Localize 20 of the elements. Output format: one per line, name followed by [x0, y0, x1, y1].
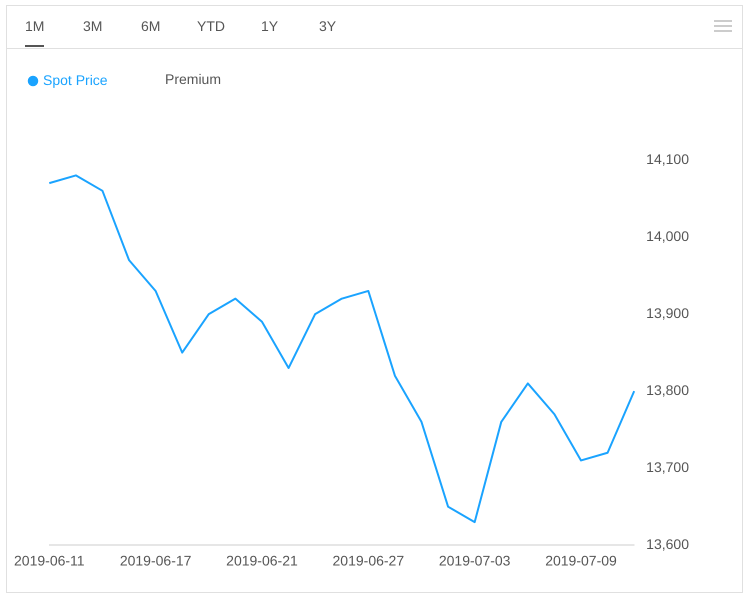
x-tick-label: 2019-06-21 — [226, 552, 298, 568]
text: 3M — [83, 18, 102, 34]
y-tick-label: 13,600 — [646, 536, 690, 552]
x-tick-label: 2019-07-09 — [545, 552, 618, 568]
x-tick-label: 2019-06-17 — [120, 552, 192, 568]
text: YTD — [197, 18, 225, 34]
legend-label: Spot Price — [43, 72, 108, 88]
text: 1M — [25, 18, 44, 47]
text: 1Y — [261, 18, 278, 34]
text: 6M — [141, 18, 160, 34]
x-tick-label: 2019-07-03 — [438, 552, 511, 568]
y-tick-label: 14,000 — [646, 228, 690, 244]
text: Premium — [165, 71, 222, 87]
x-tick-label: 2019-06-27 — [332, 552, 404, 568]
y-tick-label: 13,900 — [646, 304, 690, 321]
y-tick-label: 13,700 — [646, 459, 690, 476]
y-tick-label: 13,800 — [646, 382, 690, 398]
x-tick-label: 2019-06-11 — [14, 552, 85, 568]
y-tick-label: 14,100 — [646, 150, 690, 167]
text: 3Y — [319, 18, 336, 34]
